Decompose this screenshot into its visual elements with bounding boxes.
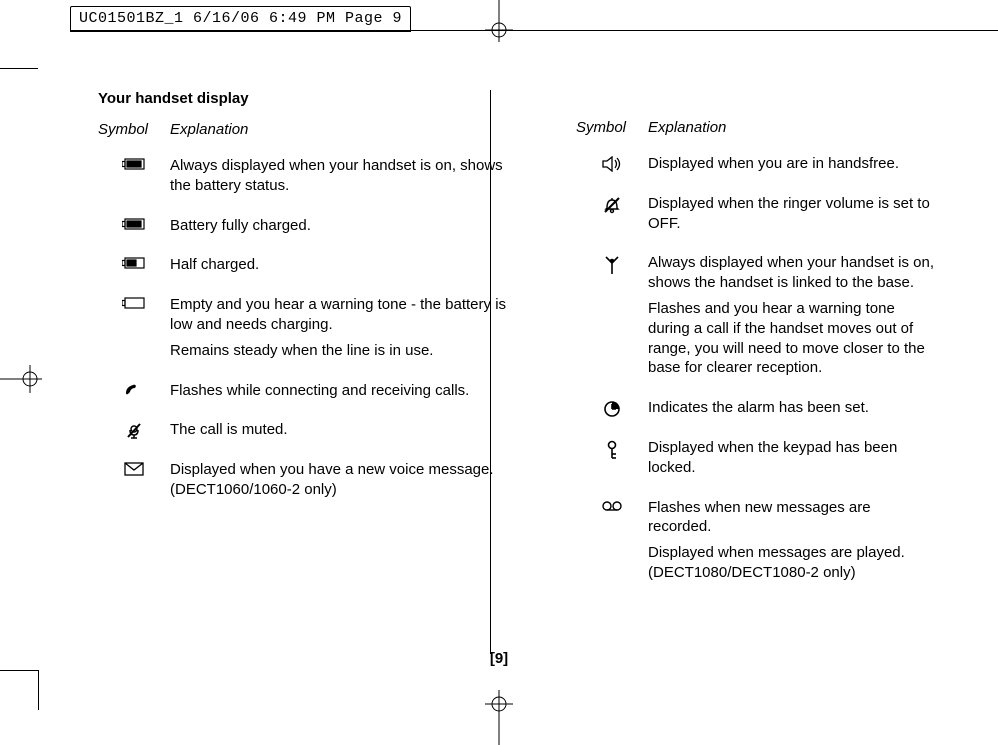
tape-icon <box>576 498 648 589</box>
table-header: Symbol Explanation <box>98 121 508 138</box>
table-row: Displayed when the ringer volume is set … <box>576 194 938 240</box>
table-row: Displayed when you are in handsfree. <box>576 154 938 180</box>
table-row: Half charged. <box>98 255 508 281</box>
bell-off-icon <box>576 194 648 240</box>
page: UC01501BZ_1 6/16/06 6:49 PM Page 9 Your … <box>0 0 998 745</box>
explanation-text: Displayed when the ringer volume is set … <box>648 194 938 240</box>
table-row: Indicates the alarm has been set. <box>576 398 938 424</box>
explanation-text: Displayed when you are in handsfree. <box>648 154 938 180</box>
table-row: Empty and you hear a warning tone - the … <box>98 295 508 366</box>
table-header: Symbol Explanation <box>576 119 938 136</box>
explanation-text: Displayed when you have a new voice mess… <box>170 460 508 506</box>
clock-icon <box>576 398 648 424</box>
page-title: Your handset display <box>98 90 508 107</box>
registration-mark-icon <box>485 690 513 745</box>
page-number: [9] <box>0 650 998 667</box>
crop-mark <box>0 68 38 69</box>
running-head: UC01501BZ_1 6/16/06 6:49 PM Page 9 <box>70 6 411 32</box>
speaker-icon <box>576 154 648 180</box>
explanation-text: Always displayed when your handset is on… <box>648 253 938 384</box>
battery-empty-icon <box>98 295 170 366</box>
battery-full-icon <box>98 216 170 242</box>
table-row: Flashes while connecting and receiving c… <box>98 381 508 407</box>
table-row: The call is muted. <box>98 420 508 446</box>
explanation-text: Displayed when the keypad has been locke… <box>648 438 938 484</box>
content: Your handset display Symbol Explanation … <box>98 90 938 625</box>
header-symbol: Symbol <box>576 119 648 136</box>
header-symbol: Symbol <box>98 121 170 138</box>
left-column: Your handset display Symbol Explanation … <box>98 90 528 625</box>
explanation-text: Empty and you hear a warning tone - the … <box>170 295 508 366</box>
explanation-text: Flashes when new messages are recorded.D… <box>648 498 938 589</box>
key-icon <box>576 438 648 484</box>
explanation-text: Indicates the alarm has been set. <box>648 398 938 424</box>
explanation-text: Half charged. <box>170 255 508 281</box>
crop-mark <box>0 670 38 671</box>
mute-icon <box>98 420 170 446</box>
table-row: Battery fully charged. <box>98 216 508 242</box>
table-row: Always displayed when your handset is on… <box>576 253 938 384</box>
explanation-text: Always displayed when your handset is on… <box>170 156 508 202</box>
crop-mark <box>38 670 39 710</box>
explanation-text: Battery fully charged. <box>170 216 508 242</box>
header-explanation: Explanation <box>170 121 248 138</box>
antenna-icon <box>576 253 648 384</box>
table-row: Flashes when new messages are recorded.D… <box>576 498 938 589</box>
explanation-text: The call is muted. <box>170 420 508 446</box>
table-row: Always displayed when your handset is on… <box>98 156 508 202</box>
table-row: Displayed when the keypad has been locke… <box>576 438 938 484</box>
explanation-text: Flashes while connecting and receiving c… <box>170 381 508 407</box>
running-head-rule <box>70 30 998 31</box>
header-explanation: Explanation <box>648 119 726 136</box>
battery-half-icon <box>98 255 170 281</box>
battery-full-icon <box>98 156 170 202</box>
envelope-icon <box>98 460 170 506</box>
table-row: Displayed when you have a new voice mess… <box>98 460 508 506</box>
registration-mark-icon <box>485 0 513 42</box>
right-column: Symbol Explanation Displayed when you ar… <box>528 90 938 625</box>
phone-icon <box>98 381 170 407</box>
registration-mark-icon <box>0 365 42 393</box>
